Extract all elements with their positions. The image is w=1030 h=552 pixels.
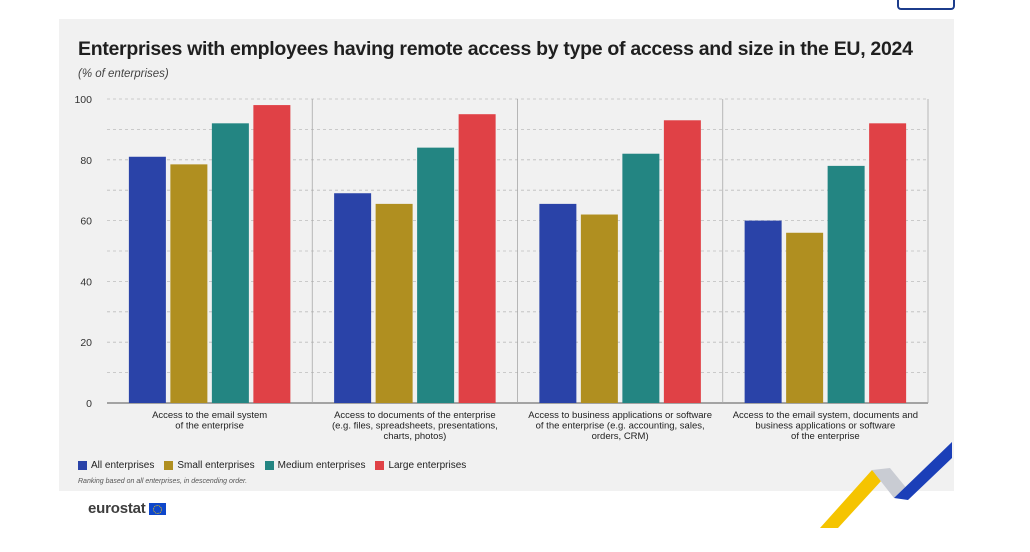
x-category-label: of the enterprise	[175, 421, 244, 432]
footnote: Ranking based on all enterprises, in des…	[78, 478, 248, 485]
legend-label-small: Small enterprises	[177, 460, 255, 471]
bar-small	[170, 164, 208, 403]
x-category-label: Access to business applications or softw…	[528, 410, 712, 421]
bar-medium	[827, 165, 865, 403]
legend-item-small: Small enterprises	[164, 460, 255, 471]
x-category-label: Access to the email system	[152, 410, 267, 421]
bar-medium	[417, 147, 455, 403]
bar-small	[375, 203, 413, 403]
legend-label-all: All enterprises	[91, 460, 155, 471]
eurostat-wordmark: eurostat	[88, 500, 146, 517]
y-tick-label: 40	[80, 276, 92, 288]
legend-item-all: All enterprises	[78, 460, 154, 471]
x-category-label: of the enterprise	[791, 431, 860, 442]
legend-swatch-all	[78, 461, 87, 470]
bar-all	[744, 220, 782, 403]
y-tick-label: 80	[80, 155, 92, 167]
y-tick-label: 20	[80, 337, 92, 349]
legend-item-medium: Medium enterprises	[264, 460, 366, 471]
bar-all	[128, 156, 166, 403]
legend-item-large: Large enterprises	[375, 460, 466, 471]
legend-label-medium: Medium enterprises	[277, 460, 366, 471]
chart-subtitle: (% of enterprises)	[78, 68, 169, 80]
x-category-label: business applications or software	[755, 421, 895, 432]
legend-swatch-small	[164, 461, 174, 470]
y-tick-label: 100	[74, 94, 92, 106]
bar-all	[539, 203, 577, 403]
bar-medium	[622, 153, 660, 403]
bar-large	[663, 120, 701, 403]
bar-large	[869, 123, 907, 403]
legend: All enterprises Small enterprises Medium…	[78, 460, 466, 471]
x-category-label: of the enterprise (e.g. accounting, sale…	[536, 421, 705, 432]
chart-title: Enterprises with employees having remote…	[78, 38, 913, 60]
y-tick-label: 0	[86, 398, 92, 410]
x-category-label: Access to the email system, documents an…	[733, 410, 918, 421]
eurostat-logo: eurostat	[88, 500, 166, 517]
bar-medium	[211, 123, 249, 403]
bar-large	[458, 114, 496, 403]
bar-large	[253, 105, 291, 403]
bar-all	[334, 193, 372, 403]
x-category-label: charts, photos)	[383, 431, 446, 442]
legend-label-large: Large enterprises	[388, 460, 467, 471]
corner-frame	[897, 0, 955, 10]
y-tick-label: 60	[80, 216, 92, 228]
legend-swatch-large	[375, 461, 385, 470]
x-category-label: Access to documents of the enterprise	[334, 410, 496, 421]
x-category-label: orders, CRM)	[592, 431, 649, 442]
legend-swatch-medium	[264, 461, 274, 470]
x-category-label: (e.g. files, spreadsheets, presentations…	[332, 421, 498, 432]
bar-small	[786, 232, 824, 403]
bar-small	[580, 214, 618, 403]
decorative-ribbon-icon	[820, 442, 952, 528]
eu-flag-icon	[148, 502, 166, 515]
